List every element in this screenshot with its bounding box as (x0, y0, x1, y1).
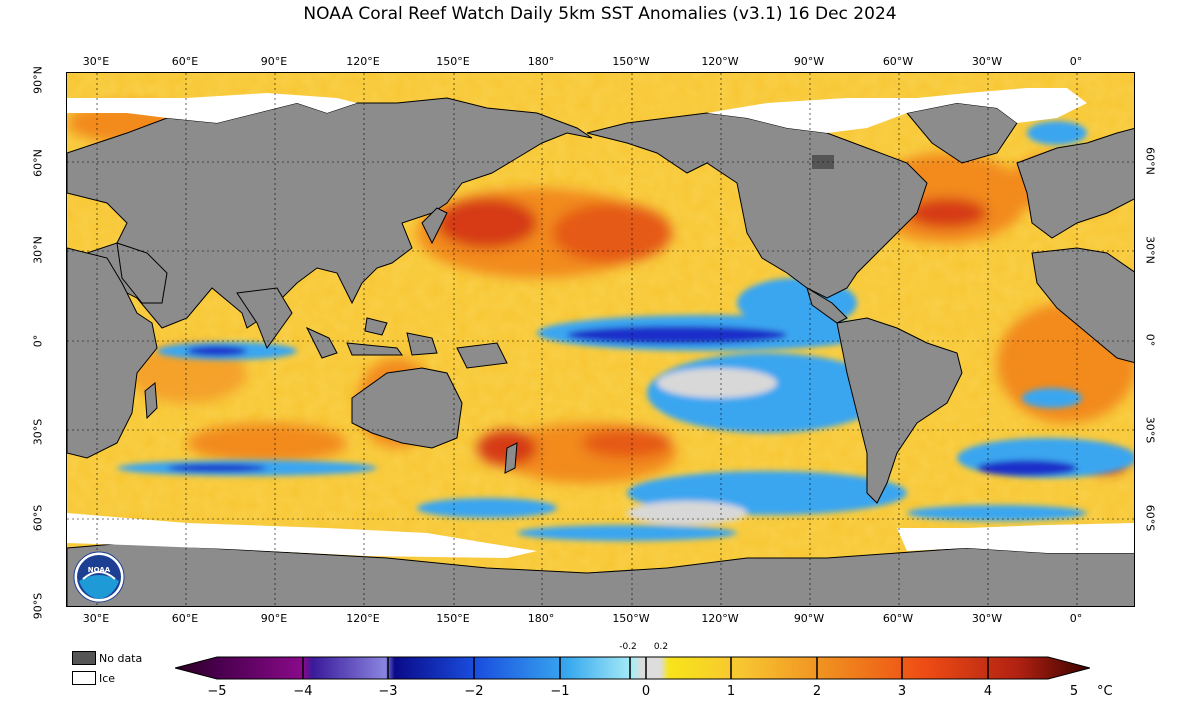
lon-tick: 90°W (793, 612, 825, 625)
ice-swatch (72, 671, 96, 685)
lon-tick: 120°W (701, 55, 739, 68)
graticule (67, 73, 1134, 606)
lon-tick: 30°W (971, 55, 1003, 68)
colorbar-label: 1 (726, 684, 736, 699)
lon-tick: 90°E (260, 55, 288, 68)
no-data-swatch (72, 651, 96, 665)
lat-tick: 30°S (31, 418, 45, 446)
colorbar-dividers (302, 657, 989, 679)
sst-anomaly-map (66, 72, 1135, 607)
lon-tick: 120°E (346, 612, 380, 625)
lon-tick: 90°W (793, 55, 825, 68)
noaa-logo: NOAA (73, 551, 125, 603)
legend-ice-label: Ice (99, 671, 116, 685)
colorbar-label: −3 (378, 684, 398, 699)
land (67, 97, 1134, 606)
lat-tick: 0° (31, 334, 45, 348)
logo-text: NOAA (88, 566, 111, 574)
lat-tick: 0° (1143, 333, 1157, 347)
lon-tick: 150°E (436, 612, 470, 625)
colorbar-label: −5 (207, 684, 227, 699)
lon-tick: 180° (527, 612, 555, 625)
colorbar-label: 5 (1069, 684, 1079, 699)
colorbar-label: −4 (293, 684, 313, 699)
lat-tick: 60°N (1143, 147, 1157, 175)
lat-tick: 60°N (31, 149, 45, 177)
colorbar-unit: °C (1097, 684, 1113, 699)
lon-tick: 30°E (82, 55, 110, 68)
lat-tick: 30°S (1143, 416, 1157, 444)
colorbar-label: 3 (897, 684, 907, 699)
lon-tick: 60°W (882, 612, 914, 625)
lon-tick: 60°E (171, 612, 199, 625)
map-title: NOAA Coral Reef Watch Daily 5km SST Anom… (303, 4, 897, 24)
map-canvas (67, 73, 1134, 606)
lon-tick: 30°E (82, 612, 110, 625)
lat-tick: 30°N (31, 236, 45, 264)
lon-tick: 90°E (260, 612, 288, 625)
lon-tick: 150°W (612, 55, 650, 68)
lat-tick: 90°S (31, 592, 45, 620)
legend-no-data-label: No data (99, 651, 143, 665)
colorbar-small-label: -0.2 (619, 642, 637, 652)
colorbar-label: −2 (464, 684, 484, 699)
lon-tick: 150°W (612, 612, 650, 625)
lon-tick: 0° (1069, 612, 1083, 625)
lat-tick: 60°S (31, 504, 45, 532)
lon-tick: 0° (1069, 55, 1083, 68)
lat-tick: 60°S (1143, 504, 1157, 532)
lon-tick: 120°W (701, 612, 739, 625)
ice-areas (67, 88, 1134, 558)
lon-tick: 60°E (171, 55, 199, 68)
lon-tick: 180° (527, 55, 555, 68)
colorbar-label: −1 (550, 684, 570, 699)
colorbar-label: 0 (641, 684, 651, 699)
lon-tick: 120°E (346, 55, 380, 68)
colorbar-small-label: 0.2 (653, 642, 669, 652)
colorbar-scale (175, 656, 1090, 680)
lat-tick: 90°N (31, 66, 45, 94)
colorbar-label: 2 (812, 684, 822, 699)
lon-tick: 30°W (971, 612, 1003, 625)
legend-ice: Ice (72, 671, 115, 685)
lon-tick: 60°W (882, 55, 914, 68)
colorbar-label: 4 (983, 684, 993, 699)
lat-tick: 30°N (1143, 236, 1157, 264)
colorbar (175, 656, 1090, 680)
legend-no-data: No data (72, 651, 142, 665)
lon-tick: 150°E (436, 55, 470, 68)
